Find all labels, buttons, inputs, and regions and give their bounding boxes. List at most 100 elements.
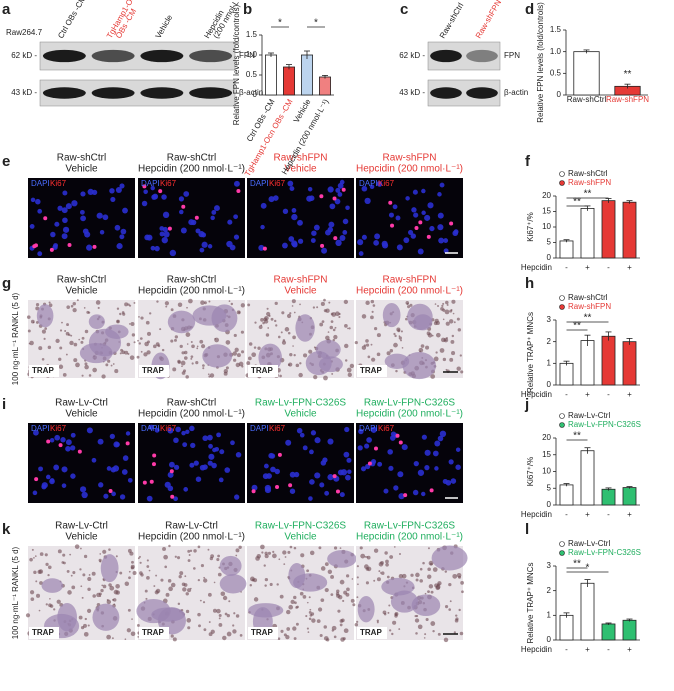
debris [286, 627, 291, 631]
debris [264, 577, 269, 582]
debris [109, 585, 115, 591]
error-bar [584, 447, 591, 454]
ki67-spot [332, 196, 337, 201]
debris [425, 345, 430, 350]
ki67-spot [170, 494, 175, 499]
legend-label: Raw-Lv-Ctrl [568, 411, 610, 420]
debris [442, 302, 445, 305]
debris [187, 559, 191, 562]
debris [196, 345, 199, 348]
sig-label: ** [584, 189, 592, 200]
debris [319, 633, 323, 638]
nucleus [61, 466, 68, 473]
nucleus [417, 248, 424, 255]
trap-box [248, 365, 278, 377]
debris [140, 573, 144, 577]
debris [285, 635, 290, 640]
nucleus [309, 449, 314, 455]
debris [92, 594, 96, 598]
sig-label: ** [624, 69, 632, 80]
bar [580, 450, 595, 506]
debris [460, 581, 464, 585]
debris [179, 344, 183, 349]
debris [80, 585, 83, 588]
nucleus [169, 461, 175, 468]
debris [26, 315, 31, 319]
debris [432, 567, 438, 572]
image-header: Raw-Lv-FPN-C326S [255, 521, 346, 532]
marker-label: 43 kD - [399, 88, 425, 97]
debris [292, 345, 294, 347]
debris [364, 556, 367, 558]
y-tick-label: 0 [547, 253, 552, 262]
debris [266, 307, 269, 310]
nucleus [150, 185, 155, 191]
error-bar [563, 483, 570, 487]
debris [126, 628, 131, 633]
debris [445, 336, 448, 339]
error-bar [583, 49, 590, 54]
debris [181, 365, 183, 368]
debris [232, 624, 235, 627]
debris [136, 623, 140, 627]
nucleus [311, 230, 317, 236]
nucleus [291, 213, 298, 221]
x-tick-label: + [585, 263, 590, 272]
debris [449, 357, 454, 362]
legend-marker [559, 422, 565, 428]
nucleus [424, 449, 431, 456]
debris [91, 571, 96, 576]
debris [187, 549, 191, 553]
debris [293, 595, 297, 600]
debris [445, 321, 450, 326]
nucleus [251, 484, 258, 491]
debris [183, 350, 188, 355]
nucleus [360, 466, 367, 472]
debris [178, 574, 182, 579]
y-tick-label: 1.5 [246, 30, 258, 39]
debris [129, 355, 135, 360]
debris [415, 632, 418, 635]
debris [356, 620, 359, 623]
nucleus [37, 208, 43, 214]
debris [324, 562, 329, 567]
y-tick-label: 0 [547, 380, 552, 389]
nucleus [127, 477, 133, 483]
debris [321, 320, 325, 324]
y-tick-label: 20 [542, 191, 551, 200]
debris [128, 576, 131, 580]
debris [156, 300, 159, 303]
legend-marker [559, 550, 565, 556]
bar [283, 66, 295, 96]
nucleus [334, 198, 341, 205]
debris [398, 628, 401, 630]
error-bar [286, 64, 292, 70]
debris [451, 334, 455, 338]
debris [309, 608, 312, 611]
nucleus [161, 236, 168, 244]
nucleus [84, 231, 91, 238]
ki67-spot [194, 215, 199, 220]
y-tick-label: 1.0 [550, 47, 562, 56]
debris [34, 555, 37, 557]
debris [78, 338, 81, 341]
debris [268, 314, 271, 317]
debris [289, 545, 293, 549]
osteoclast [288, 563, 306, 589]
debris [335, 311, 340, 317]
legend-marker [559, 180, 565, 186]
debris [269, 582, 273, 587]
debris [272, 553, 277, 559]
y-tick-label: 0 [547, 635, 552, 644]
x-tick-label: - [607, 645, 610, 654]
debris [287, 331, 291, 335]
nucleus [424, 465, 430, 471]
lane-label: Ctrl OBs -CM [56, 0, 88, 40]
debris [47, 574, 50, 577]
debris [208, 621, 211, 624]
debris [164, 565, 167, 569]
debris [320, 598, 325, 603]
debris [180, 360, 186, 366]
x-axis-label: Hepcidin [521, 263, 552, 272]
debris [107, 359, 111, 363]
